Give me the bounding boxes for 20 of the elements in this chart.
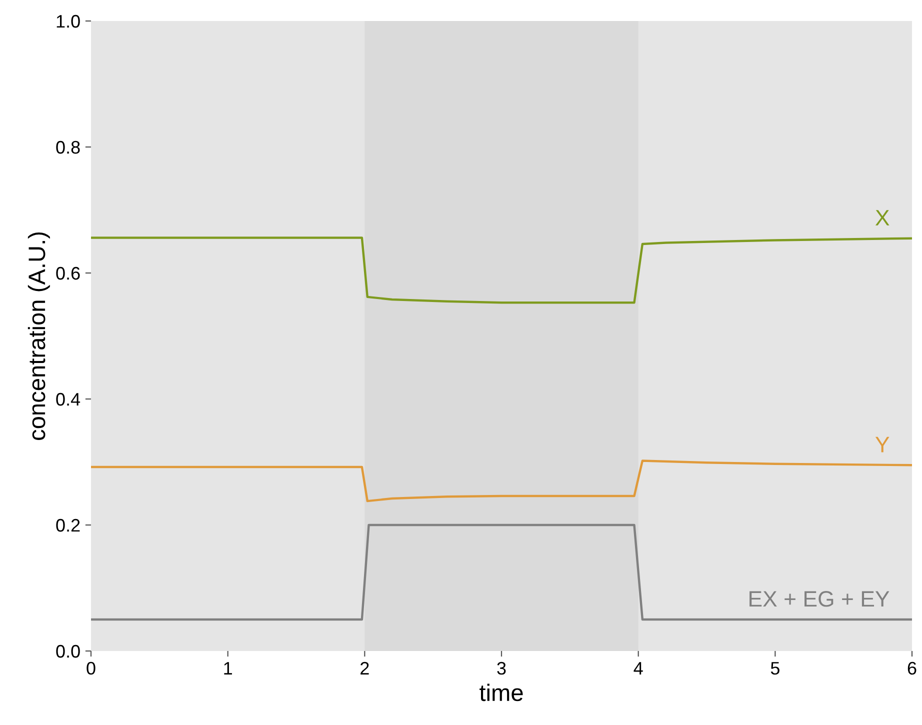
y-axis-title: concentration (A.U.) bbox=[28, 232, 50, 440]
y-tick-label: 0.8 bbox=[56, 140, 80, 154]
x-tick-label: 6 bbox=[908, 662, 916, 675]
y-tick-label: 0.6 bbox=[56, 266, 80, 280]
y-tick-label: 1.0 bbox=[56, 14, 80, 28]
x-tick-label: 1 bbox=[224, 662, 232, 674]
series-label: Y bbox=[875, 436, 890, 452]
x-axis-title: time bbox=[480, 684, 523, 702]
line-series bbox=[91, 460, 912, 502]
x-tick-label: 3 bbox=[497, 662, 506, 675]
x-tick-label: 4 bbox=[634, 662, 643, 674]
x-tick-label: 0 bbox=[86, 662, 96, 675]
y-tick-label: 0.4 bbox=[56, 392, 80, 406]
line-series bbox=[91, 236, 912, 304]
y-tick-label: 0.0 bbox=[56, 644, 80, 658]
y-tick-label: 0.2 bbox=[56, 518, 80, 532]
series-label: X bbox=[875, 210, 890, 226]
series-label: EX + EG + EY bbox=[750, 591, 890, 607]
x-tick-label: 5 bbox=[770, 662, 780, 675]
x-tick-label: 2 bbox=[360, 662, 369, 674]
